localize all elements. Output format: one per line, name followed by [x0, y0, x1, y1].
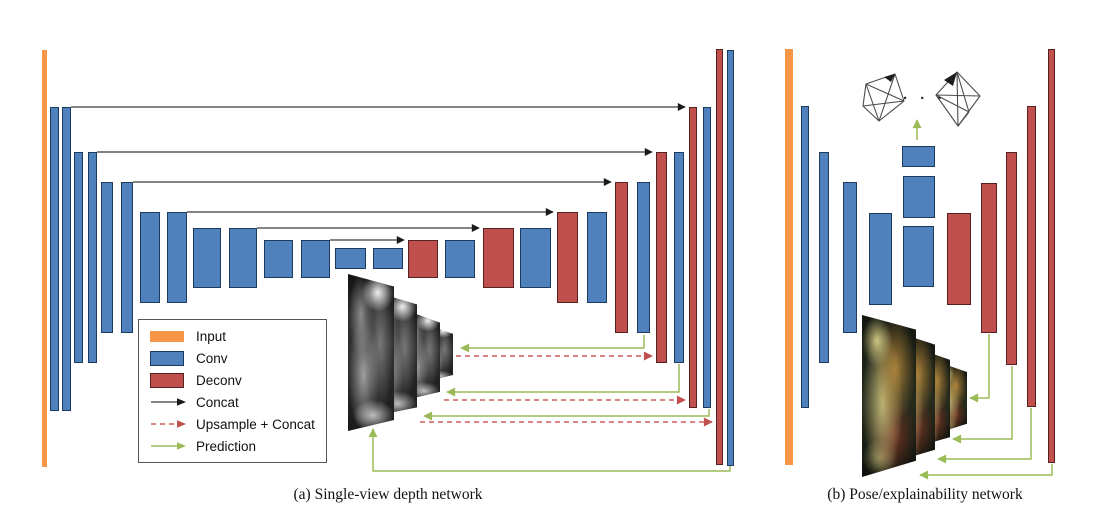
camera-frustum-icon: [862, 73, 905, 122]
explainability-mask-output: [862, 315, 916, 477]
depth-net-conv-bar: [140, 212, 160, 303]
legend-box: Input Conv Deconv Concat Upsample + Concat Pr…: [138, 319, 327, 463]
pose-net-conv-bar: [902, 146, 935, 167]
legend-row: Input: [150, 325, 320, 347]
depth-net-deconv-bar: [716, 49, 723, 465]
legend-upsample-arrow: [150, 419, 187, 429]
pose-net-deconv-bar: [947, 213, 971, 305]
legend-label: Concat: [196, 394, 239, 410]
pose-net-conv-bar: [843, 182, 857, 333]
legend-row: Upsample + Concat: [150, 413, 320, 435]
legend-row: Conv: [150, 347, 320, 369]
depth-net-conv-bar: [74, 152, 83, 363]
depth-map-output: [348, 274, 394, 431]
depth-net-deconv-bar: [689, 107, 697, 408]
pose-ellipsis-dots: · · ·: [903, 90, 947, 107]
depth-net-conv-bar: [335, 248, 366, 269]
legend-label: Deconv: [196, 372, 242, 388]
depth-net-conv-bar: [727, 50, 734, 466]
legend-concat-arrow: [151, 398, 186, 406]
legend-row: Concat: [150, 391, 320, 413]
legend-label: Conv: [196, 350, 228, 366]
pose-net-input-bar: [785, 49, 793, 465]
depth-net-conv-bar: [229, 228, 257, 288]
caption-b: (b) Pose/explainability network: [827, 486, 1023, 503]
depth-net-conv-bar: [193, 228, 221, 288]
legend-row: Prediction: [150, 435, 320, 457]
pose-net-conv-bar: [903, 226, 934, 287]
depth-net-deconv-bar: [656, 152, 667, 363]
depth-net-conv-bar: [121, 182, 133, 333]
prediction-arrow: [919, 464, 1053, 480]
depth-net-conv-bar: [637, 182, 650, 333]
depth-net-conv-bar: [62, 107, 71, 411]
depth-net-conv-bar: [264, 240, 293, 278]
depth-net-conv-bar: [703, 107, 711, 408]
legend-label: Prediction: [196, 438, 257, 454]
legend-prediction-arrow: [150, 441, 187, 451]
legend-row: Deconv: [150, 369, 320, 391]
camera-frustum-icon: [935, 71, 981, 127]
legend-input-swatch: [150, 330, 184, 342]
legend-upsample-arrow: [151, 420, 186, 428]
pose-net-conv-bar: [903, 176, 935, 218]
pose-net-deconv-bar: [1048, 49, 1055, 463]
pose-net-conv-bar: [819, 152, 829, 363]
legend-prediction-arrow: [151, 442, 186, 450]
depth-net-conv-bar: [101, 182, 113, 333]
depth-net-conv-bar: [674, 152, 684, 363]
depth-net-conv-bar: [167, 212, 187, 303]
depth-net-conv-bar: [301, 240, 330, 278]
depth-net-deconv-bar: [408, 240, 438, 278]
caption-a: (a) Single-view depth network: [293, 486, 483, 503]
legend-label: Upsample + Concat: [196, 416, 315, 432]
depth-net-input-bar: [42, 50, 47, 467]
depth-net-conv-bar: [520, 228, 551, 288]
depth-net-deconv-bar: [483, 228, 514, 288]
legend-conv-swatch: [150, 350, 187, 366]
prediction-arrow: [446, 364, 680, 397]
pose-net-conv-bar: [801, 106, 809, 408]
prediction-arrow: [969, 334, 990, 403]
pose-net-deconv-bar: [981, 183, 997, 333]
depth-net-conv-bar: [587, 212, 607, 303]
depth-net-deconv-bar: [557, 212, 578, 303]
depth-net-deconv-bar: [615, 182, 628, 333]
legend-conv-swatch: [150, 350, 184, 366]
pose-net-deconv-bar: [1027, 106, 1036, 407]
legend-label: Input: [196, 328, 227, 344]
legend-input-swatch: [150, 330, 187, 342]
depth-net-conv-bar: [50, 107, 59, 411]
prediction-arrow: [423, 409, 710, 421]
legend-concat-arrow: [150, 397, 187, 407]
depth-net-conv-bar: [88, 152, 97, 363]
prediction-arrow: [368, 428, 731, 472]
pose-net-conv-bar: [869, 213, 892, 305]
depth-net-conv-bar: [373, 248, 403, 269]
prediction-arrow: [460, 335, 645, 353]
pose-net-deconv-bar: [1006, 152, 1017, 365]
legend-deconv-swatch: [150, 372, 184, 388]
depth-net-conv-bar: [445, 240, 475, 278]
legend-deconv-swatch: [150, 372, 187, 388]
